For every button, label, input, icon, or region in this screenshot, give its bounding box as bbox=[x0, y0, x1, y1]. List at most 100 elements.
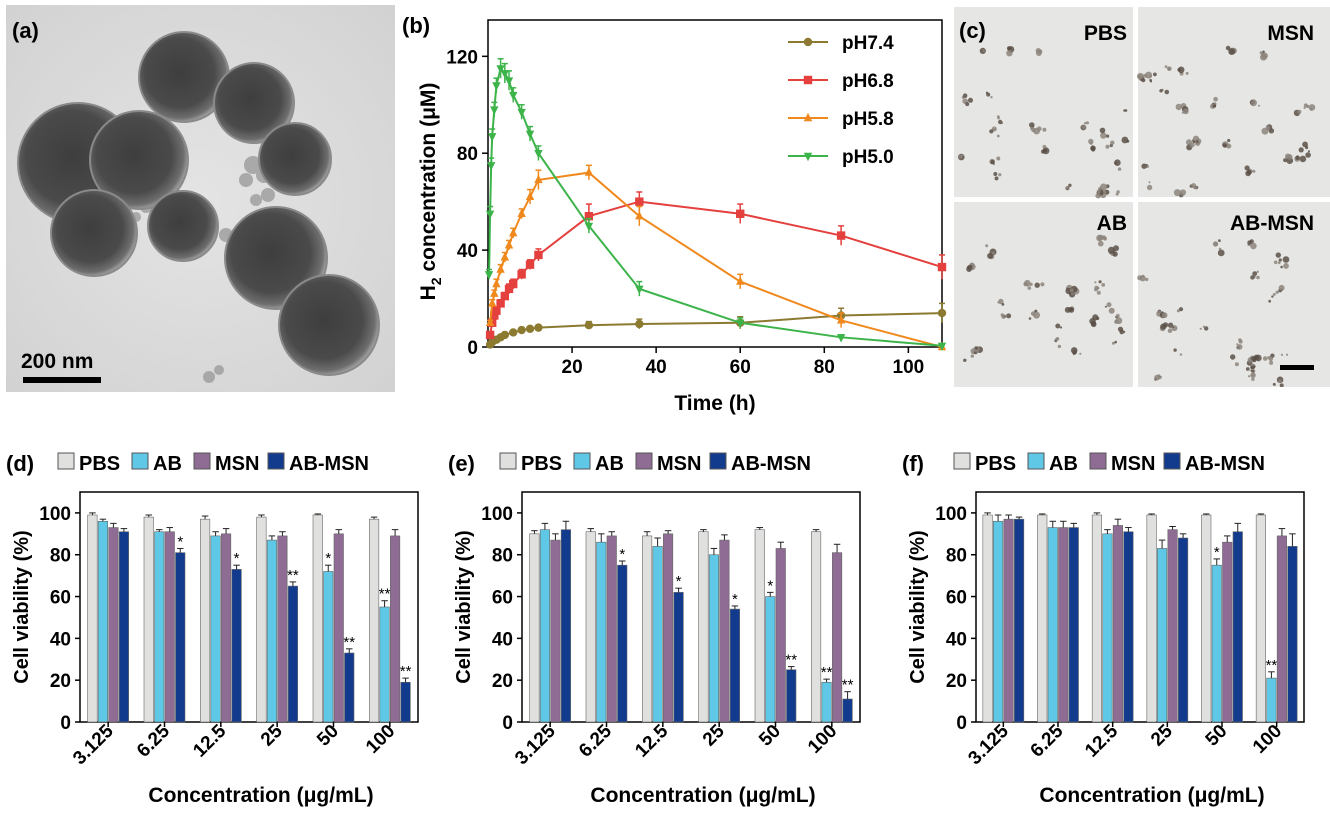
data-point bbox=[504, 284, 514, 294]
y-tick-label: 20 bbox=[50, 671, 71, 692]
significance-marker: * bbox=[619, 546, 625, 563]
y-tick-label: 20 bbox=[946, 671, 967, 692]
x-tick-label: 12.5 bbox=[1081, 720, 1122, 761]
cell-speck bbox=[1159, 89, 1163, 93]
cell-speck bbox=[996, 156, 1001, 161]
cell-speck bbox=[1277, 261, 1281, 265]
cell-speck bbox=[1270, 353, 1275, 358]
cell-speck bbox=[1116, 313, 1120, 318]
significance-marker: * bbox=[325, 550, 331, 567]
bar bbox=[400, 681, 411, 723]
significance-marker: ** bbox=[343, 634, 355, 651]
y-tick-label: 40 bbox=[492, 629, 513, 650]
cell-speck bbox=[1141, 78, 1146, 83]
y-tick-label: 0 bbox=[467, 338, 478, 359]
legend-swatch bbox=[1089, 452, 1107, 470]
cell-speck bbox=[1225, 45, 1231, 51]
legend-label: MSN bbox=[215, 453, 259, 475]
bar bbox=[287, 585, 298, 723]
y-tick-label: 40 bbox=[50, 629, 71, 650]
chart-e: (e) PBS AB MSN AB-MSN 0 20 40 60 80 100 Cell viabil… bbox=[448, 451, 861, 807]
bar bbox=[1014, 518, 1025, 723]
bar bbox=[663, 533, 674, 723]
y-tick-label: 80 bbox=[457, 144, 478, 165]
bar bbox=[1091, 514, 1102, 723]
cell-speck bbox=[1283, 158, 1287, 163]
bar bbox=[560, 529, 571, 723]
y-tick-label: 0 bbox=[60, 713, 71, 734]
x-tick-label: 25 bbox=[257, 720, 287, 750]
data-point bbox=[500, 330, 510, 340]
data-point bbox=[534, 250, 543, 260]
cell-speck bbox=[1286, 353, 1289, 356]
scale-bar bbox=[23, 377, 101, 383]
cell-speck bbox=[996, 134, 1000, 138]
scale-bar-label: 200 nm bbox=[21, 350, 93, 373]
cell-speck bbox=[963, 358, 967, 362]
x-tick-label: 100 bbox=[893, 357, 925, 378]
cell-speck bbox=[1212, 241, 1219, 247]
cell-speck bbox=[1285, 156, 1289, 160]
data-point bbox=[500, 291, 510, 301]
data-point bbox=[488, 133, 497, 142]
cell-speck bbox=[1256, 270, 1259, 273]
cell-speck bbox=[1191, 183, 1197, 189]
y-axis-title: Cell viability (%) bbox=[453, 530, 475, 683]
cell-speck bbox=[994, 176, 999, 181]
significance-marker: ** bbox=[785, 652, 797, 669]
bar bbox=[786, 669, 797, 723]
bar bbox=[118, 531, 129, 723]
cell-speck bbox=[1090, 146, 1095, 151]
cell-speck bbox=[1098, 240, 1104, 247]
cell-speck bbox=[1307, 150, 1311, 153]
cell-speck bbox=[1106, 302, 1112, 308]
significance-marker: * bbox=[676, 573, 682, 590]
cell-speck bbox=[1167, 66, 1172, 71]
bar bbox=[1178, 537, 1189, 723]
x-tick-label: 3.125 bbox=[964, 720, 1013, 769]
data-point bbox=[490, 288, 499, 297]
cell-speck bbox=[1268, 128, 1275, 134]
cell-speck bbox=[1145, 277, 1149, 282]
cell-speck bbox=[1042, 148, 1047, 153]
cell-speck bbox=[1001, 303, 1005, 306]
cell-speck bbox=[1006, 313, 1012, 319]
y-tick-label: 120 bbox=[446, 47, 478, 68]
y-tick-label: 100 bbox=[39, 504, 71, 525]
cell-speck bbox=[993, 172, 998, 176]
data-point bbox=[492, 306, 501, 315]
legend-label: MSN bbox=[1111, 453, 1155, 475]
data-point bbox=[584, 222, 594, 232]
cell-speck bbox=[1104, 305, 1107, 308]
series-pH5.8 bbox=[485, 164, 947, 351]
x-tick-label: 60 bbox=[730, 357, 751, 378]
bar bbox=[539, 529, 550, 723]
panel-a-label: (a) bbox=[12, 18, 39, 43]
cell-speck bbox=[1250, 365, 1255, 370]
cell-speck bbox=[1027, 286, 1032, 290]
x-tick-label: 6.25 bbox=[133, 720, 174, 761]
cell-speck bbox=[1272, 292, 1276, 296]
cell-speck bbox=[1059, 326, 1063, 329]
cell-speck bbox=[1258, 104, 1260, 107]
cell-speck bbox=[1085, 121, 1089, 125]
data-point bbox=[488, 298, 497, 307]
cell-speck bbox=[1171, 325, 1178, 332]
cell-speck bbox=[1105, 144, 1110, 149]
cell-speck bbox=[1228, 48, 1236, 55]
cell-speck bbox=[1094, 287, 1098, 292]
cell-speck bbox=[1302, 141, 1308, 148]
data-point bbox=[736, 276, 745, 285]
x-tick-label: 12.5 bbox=[189, 720, 230, 761]
cell-speck bbox=[1185, 71, 1189, 75]
y-tick-label: 60 bbox=[946, 588, 967, 609]
data-point bbox=[635, 197, 644, 206]
x-tick-label: 50 bbox=[313, 721, 343, 751]
legend-label: PBS bbox=[79, 453, 120, 475]
cell-speck bbox=[970, 354, 974, 358]
legend-swatch bbox=[573, 452, 591, 470]
cell-speck bbox=[1094, 281, 1097, 284]
data-point bbox=[490, 106, 499, 115]
cell-speck bbox=[1096, 234, 1103, 242]
